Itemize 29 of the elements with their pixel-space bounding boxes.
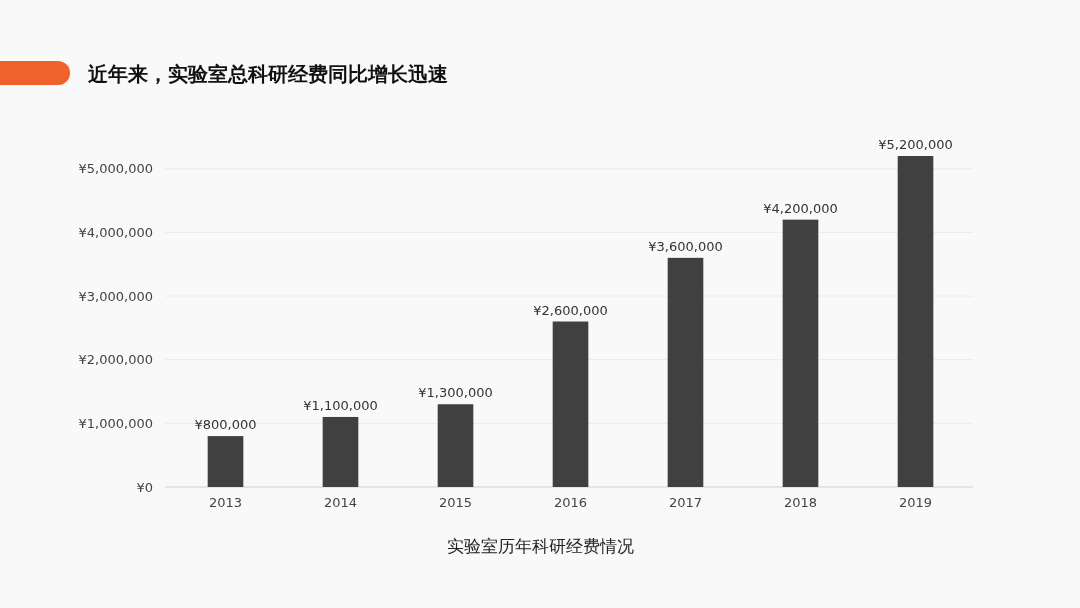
data-label: ¥5,200,000 (878, 137, 953, 152)
x-tick-label: 2019 (898, 495, 933, 510)
x-axis-title: 实验室历年科研经费情况 (446, 536, 634, 556)
y-tick-label: ¥4,000,000 (78, 224, 153, 240)
x-tick-label: 2015 (438, 495, 473, 510)
y-tick-label: ¥1,000,000 (78, 415, 153, 431)
data-label: ¥2,600,000 (533, 302, 608, 318)
bar (322, 416, 359, 487)
x-tick-label: 2014 (323, 495, 358, 510)
x-tick-label: 2017 (668, 495, 703, 510)
x-tick-label: 2013 (208, 495, 243, 510)
x-tick-label: 2016 (553, 495, 588, 510)
data-label: ¥1,100,000 (303, 397, 378, 413)
y-tick-label: ¥5,000,000 (78, 161, 153, 177)
data-label: ¥1,300,000 (418, 385, 493, 401)
y-tick-label: ¥2,000,000 (78, 352, 153, 368)
bar (897, 156, 934, 487)
chart-title: 近年来，实验室总科研经费同比增长迅速 (87, 62, 448, 86)
data-label: ¥4,200,000 (763, 200, 838, 216)
bar (437, 404, 474, 487)
bar (552, 321, 589, 487)
data-label: ¥800,000 (194, 417, 257, 433)
y-tick-label: ¥3,000,000 (78, 288, 153, 304)
bar (782, 219, 819, 487)
bar (207, 436, 244, 487)
x-tick-label: 2018 (783, 495, 818, 510)
y-tick-label: ¥0 (136, 479, 153, 495)
data-label: ¥3,600,000 (648, 238, 723, 254)
bar (667, 257, 704, 487)
